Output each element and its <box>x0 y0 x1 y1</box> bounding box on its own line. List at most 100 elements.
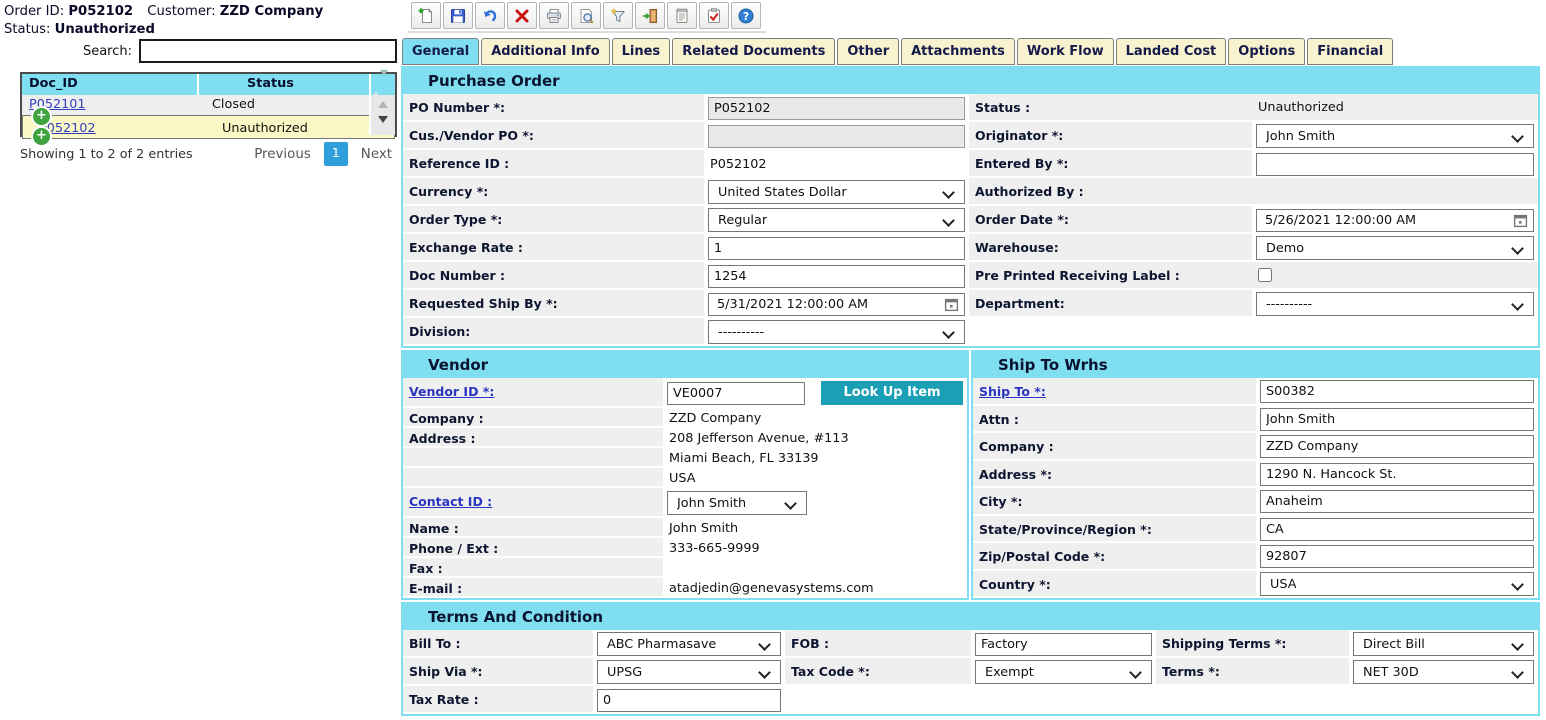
tab-bar: General Additional Info Lines Related Docum… <box>402 38 1395 65</box>
look-up-item-button[interactable]: Look Up Item <box>821 381 963 405</box>
tab-landed-cost[interactable]: Landed Cost <box>1115 38 1227 65</box>
approve-button[interactable] <box>699 2 729 29</box>
attn-input[interactable] <box>1260 407 1534 431</box>
section-title-terms-and-condition: Terms And Condition <box>403 604 1538 630</box>
division-select[interactable]: ---------- <box>708 320 965 344</box>
field-row-ship-via: Ship Via *: UPSG <box>403 658 785 686</box>
contact-id-label[interactable]: Contact ID : <box>403 488 663 518</box>
table-row[interactable]: P052102 Unauthorized <box>22 115 395 139</box>
currency-select[interactable]: United States Dollar <box>708 180 965 204</box>
scroll-down-icon[interactable] <box>378 116 388 123</box>
document-header: Order ID: P052102 Customer: ZZD Company … <box>4 3 323 39</box>
currency-selected-value: United States Dollar <box>718 184 847 200</box>
tab-related-documents[interactable]: Related Documents <box>672 38 836 65</box>
tab-general[interactable]: General <box>402 38 480 65</box>
tab-options[interactable]: Options <box>1228 38 1306 65</box>
calendar-icon[interactable] <box>944 297 959 312</box>
print-preview-button[interactable] <box>571 2 601 29</box>
entered-by-input[interactable] <box>1256 152 1534 176</box>
warehouse-select[interactable]: Demo <box>1256 236 1534 260</box>
next-button[interactable]: Next <box>360 146 392 162</box>
exit-button[interactable] <box>635 2 665 29</box>
pre-printed-receiving-label-checkbox[interactable] <box>1258 268 1272 282</box>
search-input[interactable] <box>139 39 397 63</box>
po-number-label: PO Number *: <box>403 94 704 122</box>
scroll-up-icon[interactable] <box>378 101 388 108</box>
filter-button[interactable] <box>603 2 633 29</box>
doc-id-link[interactable]: P052102 <box>39 120 96 136</box>
field-row-shipping-terms: Shipping Terms *: Direct Bill <box>1156 630 1538 658</box>
page-number-button[interactable]: 1 <box>323 142 348 166</box>
field-row-ship-company: Company : <box>973 433 1538 461</box>
ship-company-input[interactable] <box>1260 435 1534 459</box>
division-value-cell: ---------- <box>704 318 969 346</box>
ship-via-select[interactable]: UPSG <box>597 660 781 684</box>
ship-to-input[interactable] <box>1260 380 1534 404</box>
table-row[interactable]: P052101 Closed <box>22 95 395 115</box>
cus-vendor-po-input[interactable] <box>708 124 965 148</box>
contact-phone-value: 333-665-9999 <box>669 540 760 556</box>
order-id-label: Order ID: <box>4 4 65 19</box>
order-date-date-input[interactable]: 5/26/2021 12:00:00 AM <box>1256 208 1534 232</box>
exchange-rate-input[interactable] <box>708 236 965 260</box>
terms-select[interactable]: NET 30D <box>1353 660 1534 684</box>
originator-select[interactable]: John Smith <box>1256 124 1534 148</box>
tab-other[interactable]: Other <box>837 38 900 65</box>
status-line: Status: Unauthorized <box>4 21 323 39</box>
vendor-id-input[interactable] <box>667 381 805 405</box>
field-row-attn: Attn : <box>973 405 1538 433</box>
country-select[interactable]: USA <box>1260 572 1534 597</box>
help-button[interactable]: ? <box>731 2 761 29</box>
tab-attachments[interactable]: Attachments <box>901 38 1015 65</box>
column-header-status[interactable]: Status <box>247 76 294 91</box>
table-scrollbar[interactable] <box>369 95 395 135</box>
order-type-select[interactable]: Regular <box>708 208 965 232</box>
city-input[interactable] <box>1260 490 1534 514</box>
tax-rate-input[interactable] <box>597 688 781 712</box>
calendar-icon[interactable] <box>1513 213 1528 228</box>
expand-row-button[interactable]: + <box>31 126 52 147</box>
tab-additional-info[interactable]: Additional Info <box>481 38 610 65</box>
field-row-exchange-rate: Exchange Rate : <box>403 234 969 262</box>
new-document-button[interactable] <box>411 2 441 29</box>
previous-button[interactable]: Previous <box>254 146 311 162</box>
expand-row-button[interactable]: + <box>31 105 52 127</box>
zip-postal-code-input[interactable] <box>1260 545 1534 569</box>
doc-number-input[interactable] <box>708 264 965 288</box>
ship-address-input[interactable] <box>1260 462 1534 486</box>
undo-button[interactable] <box>475 2 505 29</box>
tab-lines[interactable]: Lines <box>611 38 671 65</box>
originator-value-cell: John Smith <box>1252 122 1538 150</box>
customer-value: ZZD Company <box>219 4 324 19</box>
doc-id-cell: P052102 <box>32 119 209 136</box>
tab-work-flow[interactable]: Work Flow <box>1016 38 1114 65</box>
vendor-id-label[interactable]: Vendor ID *: <box>403 378 663 408</box>
department-select[interactable]: ---------- <box>1256 292 1534 316</box>
status-sort-control[interactable] <box>369 70 395 97</box>
contact-fax-label: Fax : <box>403 558 663 578</box>
po-number-input[interactable] <box>708 96 965 120</box>
tax-code-select[interactable]: Exempt <box>975 660 1152 684</box>
column-header-doc-id[interactable]: Doc_ID <box>22 74 199 95</box>
vendor-address-3-label <box>403 468 663 488</box>
print-button[interactable] <box>539 2 569 29</box>
requested-ship-by-date-input[interactable]: 5/31/2021 12:00:00 AM <box>708 292 965 316</box>
bill-to-select[interactable]: ABC Pharmasave <box>597 632 781 656</box>
delete-button[interactable] <box>507 2 537 29</box>
state-province-region-input[interactable] <box>1260 517 1534 541</box>
contact-id-select[interactable]: John Smith <box>667 491 807 515</box>
shipping-terms-select[interactable]: Direct Bill <box>1353 632 1534 656</box>
notes-icon <box>673 7 691 25</box>
svg-text:?: ? <box>743 10 749 22</box>
tab-financial[interactable]: Financial <box>1307 38 1394 65</box>
customer-label: Customer: <box>147 4 216 19</box>
notes-button[interactable] <box>667 2 697 29</box>
authorized-by-value-cell <box>1252 178 1538 206</box>
ship-to-label[interactable]: Ship To *: <box>973 378 1256 406</box>
fob-input[interactable] <box>975 632 1152 656</box>
save-button[interactable] <box>443 2 473 29</box>
